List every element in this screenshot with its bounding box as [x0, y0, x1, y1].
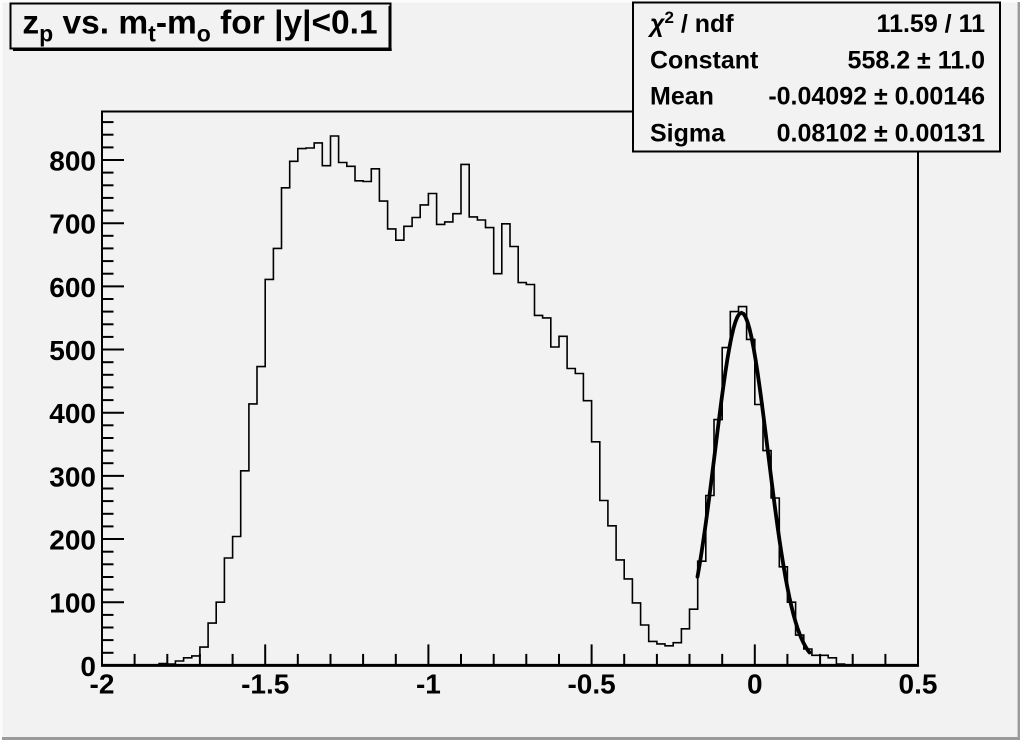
svg-text:-1.5: -1.5: [241, 669, 289, 700]
svg-text:-2: -2: [90, 669, 115, 700]
svg-text:0.08102 ± 0.00131: 0.08102 ± 0.00131: [777, 120, 985, 148]
svg-text:0: 0: [747, 669, 763, 700]
svg-text:11.59 / 11: 11.59 / 11: [877, 10, 986, 38]
svg-text:Sigma: Sigma: [650, 120, 726, 148]
svg-text:558.2 ± 11.0: 558.2 ± 11.0: [848, 47, 985, 75]
svg-text:800: 800: [49, 146, 96, 177]
svg-text:200: 200: [49, 525, 96, 556]
svg-text:700: 700: [49, 209, 96, 240]
svg-text:0: 0: [80, 651, 96, 682]
svg-text:100: 100: [49, 588, 96, 619]
svg-text:Mean: Mean: [650, 83, 714, 111]
svg-text:Constant: Constant: [650, 47, 759, 75]
svg-text:300: 300: [49, 461, 96, 492]
svg-text:-1: -1: [416, 669, 441, 700]
svg-text:-0.04092 ± 0.00146: -0.04092 ± 0.00146: [768, 83, 985, 111]
svg-text:χ2 / ndf: χ2 / ndf: [647, 8, 734, 38]
svg-text:500: 500: [49, 335, 96, 366]
svg-text:400: 400: [49, 398, 96, 429]
svg-text:600: 600: [49, 272, 96, 303]
svg-text:0.5: 0.5: [899, 669, 938, 700]
svg-text:-0.5: -0.5: [567, 669, 615, 700]
